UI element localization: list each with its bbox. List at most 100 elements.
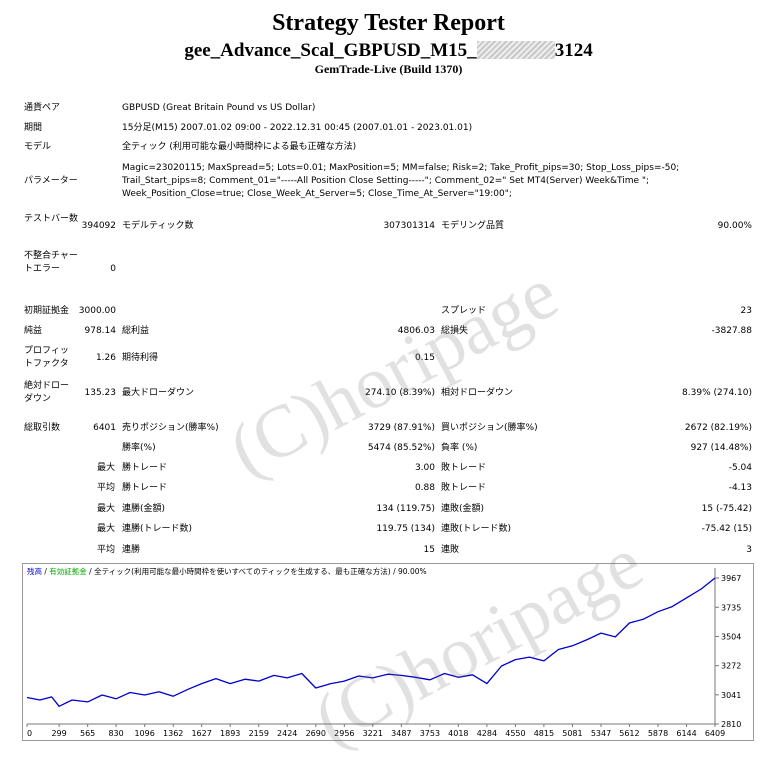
params-line-1: Magic=23020115; MaxSpread=5; Lots=0.01; … — [122, 163, 680, 173]
y-tick-label: 3504 — [721, 632, 741, 641]
net-value: 978.14 — [84, 326, 117, 336]
rel-dd-label: 相対ドローダウン — [441, 388, 514, 398]
spread-label: スプレッド — [441, 306, 487, 316]
loss-rate-label: 負率 (%) — [441, 443, 478, 453]
pf-label: プロフィットファクタ — [24, 346, 69, 369]
quality-label: モデリング品質 — [441, 221, 505, 231]
total-trades-value: 6401 — [93, 423, 116, 433]
x-tick-label: 4550 — [505, 729, 525, 738]
avg-cons-wins-value: 15 — [423, 545, 435, 555]
avg-win-label: 勝トレード — [122, 483, 168, 493]
max-word-1: 最大 — [97, 463, 116, 473]
pf-value: 1.26 — [95, 353, 116, 363]
x-tick-label: 2424 — [277, 729, 297, 738]
ticks-value: 307301314 — [383, 221, 435, 231]
x-tick-label: 3221 — [363, 729, 383, 738]
report-title: Strategy Tester Report — [272, 10, 505, 36]
x-tick-label: 830 — [108, 729, 123, 738]
params-line-2: Trail_Start_pips=8; Comment_01="-----All… — [122, 176, 650, 186]
gross-loss-value: -3827.88 — [711, 326, 752, 336]
x-tick-label: 5081 — [562, 729, 582, 738]
largest-win-value: 3.00 — [414, 463, 435, 473]
x-tick-label: 2690 — [306, 729, 326, 738]
largest-win-label: 勝トレード — [122, 463, 168, 473]
ea-name: gee_Advance_Scal_GBPUSD_M15_ 3124 — [0, 40, 777, 62]
gross-profit-value: 4806.03 — [397, 326, 435, 336]
rel-dd-value: 8.39% (274.10) — [682, 388, 752, 398]
short-label: 売りポジション(勝率%) — [122, 423, 219, 433]
avg-word-1: 平均 — [97, 483, 116, 493]
abs-dd-label: 絶対ドローダウン — [24, 381, 70, 404]
avg-cons-losses-label: 連敗 — [441, 545, 460, 555]
legend-balance: 残高 — [27, 567, 42, 576]
max-word-2: 最大 — [97, 504, 116, 514]
avg-word-2: 平均 — [97, 545, 116, 555]
ea-name-prefix: gee_Advance_Scal_GBPUSD_M15_ — [184, 40, 477, 61]
cons-losses-amt-value: 15 (-75.42) — [701, 504, 752, 514]
deposit-label: 初期証拠金 — [24, 306, 70, 316]
model-label: モデル — [24, 142, 52, 152]
params-label: パラメーター — [24, 176, 78, 186]
expected-value: 0.15 — [414, 353, 435, 363]
period-value: 15分足(M15) 2007.01.02 09:00 - 2022.12.31 … — [122, 123, 473, 133]
max-dd-label: 最大ドローダウン — [122, 388, 195, 398]
cons-profit-value: 119.75 (134) — [376, 524, 435, 534]
ticks-label: モデルティック数 — [122, 221, 194, 231]
model-value: 全ティック (利用可能な最小時間枠による最も正確な方法) — [122, 142, 357, 152]
win-rate-value: 5474 (85.52%) — [367, 443, 435, 453]
redacted-block — [476, 41, 555, 59]
x-tick-label: 5612 — [619, 729, 639, 738]
x-tick-label: 5347 — [591, 729, 611, 738]
x-tick-label: 2159 — [249, 729, 269, 738]
y-tick-label: 3041 — [721, 691, 741, 700]
period-label: 期間 — [24, 123, 43, 133]
y-tick-label: 3272 — [721, 662, 741, 671]
cons-wins-amt-value: 134 (119.75) — [376, 504, 435, 514]
legend-sep: / — [42, 567, 50, 576]
x-tick-label: 3753 — [420, 729, 440, 738]
total-trades-label: 総取引数 — [24, 423, 61, 433]
spread-value: 23 — [740, 306, 752, 316]
avg-win-value: 0.88 — [414, 483, 435, 493]
mismatch-label: 不整合チャートエラー — [24, 251, 78, 274]
pair-value: GBPUSD (Great Britain Pound vs US Dollar… — [122, 103, 316, 113]
avg-loss-value: -4.13 — [728, 483, 752, 493]
deposit-value: 3000.00 — [78, 306, 116, 316]
x-tick-label: 5878 — [648, 729, 668, 738]
legend-equity: 有効証拠金 — [49, 567, 87, 576]
abs-dd-value: 135.23 — [84, 388, 117, 398]
avg-cons-losses-value: 3 — [746, 545, 752, 555]
largest-loss-value: -5.04 — [728, 463, 752, 473]
x-tick-label: 3487 — [391, 729, 411, 738]
params-line-3: Week_Position_Close=true; Close_Week_At_… — [122, 189, 512, 199]
y-tick-label: 3735 — [721, 603, 741, 612]
cons-losses-amt-label: 連敗(金額) — [441, 504, 485, 514]
loss-rate-value: 927 (14.48%) — [690, 443, 752, 453]
x-tick-label: 1362 — [163, 729, 183, 738]
bars-value: 394092 — [81, 221, 116, 231]
cons-profit-label: 連勝(トレード数) — [122, 524, 193, 534]
x-tick-label: 2956 — [334, 729, 354, 738]
x-tick-label: 1893 — [220, 729, 240, 738]
x-tick-label: 299 — [51, 729, 66, 738]
win-rate-label: 勝率(%) — [122, 443, 156, 453]
largest-loss-label: 敗トレード — [441, 463, 487, 473]
x-tick-label: 4284 — [477, 729, 497, 738]
gross-loss-label: 総損失 — [441, 326, 469, 336]
balance-series-line — [26, 577, 716, 707]
short-value: 3729 (87.91%) — [367, 423, 435, 433]
pair-label: 通貨ペア — [24, 103, 61, 113]
x-tick-label: 0 — [27, 729, 32, 738]
cons-wins-amt-label: 連勝(金額) — [122, 504, 166, 514]
expected-label: 期待利得 — [122, 353, 159, 363]
x-tick-label: 4018 — [448, 729, 468, 738]
legend-rest: / 全ティック(利用可能な最小時間枠を使いすべてのティックを生成する、最も正確な… — [86, 567, 427, 576]
balance-chart-svg: 3967 3735 3504 3272 3041 2810 0 299 565 830 1096 13… — [26, 568, 741, 738]
max-dd-value: 274.10 (8.39%) — [365, 388, 435, 398]
long-value: 2672 (82.19%) — [684, 423, 752, 433]
y-tick-label: 2810 — [721, 720, 741, 729]
x-tick-label: 565 — [80, 729, 95, 738]
mismatch-value: 0 — [110, 264, 116, 274]
bars-label: テストバー数 — [24, 214, 79, 224]
quality-value: 90.00% — [717, 221, 752, 231]
